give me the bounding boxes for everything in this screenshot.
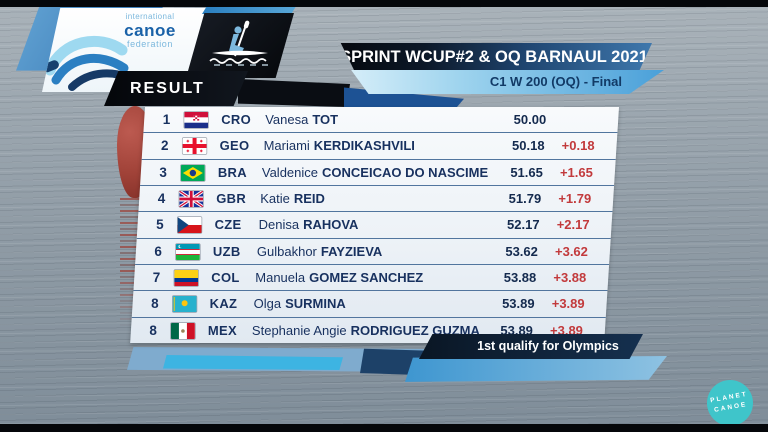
athlete-first-name: Gulbakhor <box>256 243 317 259</box>
noc-code: KAZ <box>209 296 238 312</box>
rank-label: 7 <box>152 270 161 286</box>
athlete-first-name: Mariami <box>263 138 310 154</box>
time-value: 50.00 <box>513 112 547 128</box>
athlete-last-name: REID <box>293 191 325 207</box>
flag-gbr-icon <box>179 190 204 207</box>
table-row: 3 BRA Valdenice CONCEICAO DO NASCIMENTO 5… <box>140 159 616 186</box>
noc-code: GBR <box>216 191 247 207</box>
athlete-last-name: SURMINA <box>285 296 346 312</box>
race-label: C1 W 200 (OQ) - Final <box>351 70 664 94</box>
noc-code: COL <box>211 270 240 286</box>
athlete-name: Manuela GOMEZ SANCHEZ <box>255 270 482 285</box>
icf-word-international: international <box>125 12 175 21</box>
athlete-first-name: Denisa <box>258 217 300 233</box>
time-value: 51.79 <box>508 191 542 207</box>
athlete-name: Vanesa TOT <box>265 112 492 127</box>
rank-label: 2 <box>161 138 169 154</box>
flag-mex-icon <box>170 322 195 339</box>
table-row: 7 COL Manuela GOMEZ SANCHEZ 53.88 +3.88 <box>133 264 610 292</box>
rank-label: 5 <box>156 217 164 233</box>
table-row: 8 MEX Stephanie Angie RODRIGUEZ GUZMAN 53… <box>130 318 606 343</box>
table-row: 1 CRO Vanesa TOT 50.00 <box>143 107 620 134</box>
letterbox-bottom <box>0 424 768 432</box>
diff-value: +1.65 <box>559 164 593 180</box>
athlete-name: Denisa RAHOVA <box>259 217 486 232</box>
diff-value: +1.79 <box>558 191 592 207</box>
athlete-name: Katie REID <box>260 191 487 206</box>
time-value: 51.65 <box>510 164 543 180</box>
planet-canoe-logo: PLANET CANOE <box>703 376 757 430</box>
rank-label: 8 <box>151 296 159 312</box>
athlete-last-name: TOT <box>312 112 339 128</box>
diff-value: +0.18 <box>561 138 595 154</box>
athlete-last-name: KERDIKASHVILI <box>313 138 415 154</box>
flag-uzb-icon <box>175 243 200 260</box>
results-table: 1 CRO Vanesa TOT 50.00 2 GEO Mariami KERDI… <box>130 107 620 343</box>
footer-band-blue <box>405 356 667 382</box>
athlete-name: Gulbakhor FAYZIEVA <box>257 244 484 259</box>
athlete-last-name: GOMEZ SANCHEZ <box>309 270 424 286</box>
time-value: 53.88 <box>503 270 537 286</box>
flag-geo-icon <box>182 137 207 154</box>
athlete-first-name: Valdenice <box>261 164 319 180</box>
rank-label: 3 <box>159 164 167 180</box>
rank-label: 4 <box>157 191 166 207</box>
icf-word-federation: federation <box>126 39 174 49</box>
noc-code: BRA <box>217 164 247 180</box>
diff-value: +2.17 <box>556 217 590 233</box>
table-row: 2 GEO Mariami KERDIKASHVILI 50.18 +0.18 <box>141 133 618 160</box>
event-title: SPRINT WCUP#2 & OQ BARNAUL 2021 <box>340 43 652 72</box>
flag-cze-icon <box>177 216 202 233</box>
icf-wordmark: international canoe federation <box>96 13 204 49</box>
athlete-name: Olga SURMINA <box>254 296 481 311</box>
letterbox-top <box>0 0 768 7</box>
table-row: 8 KAZ Olga SURMINA 53.89 +3.89 <box>131 291 608 318</box>
flag-kaz-icon <box>172 295 197 312</box>
noc-code: CZE <box>214 217 242 233</box>
athlete-last-name: CONCEICAO DO NASCIMENTO <box>322 164 489 180</box>
rank-label: 6 <box>154 243 162 259</box>
time-value: 53.62 <box>505 243 538 259</box>
flag-col-icon <box>174 269 199 286</box>
header-cyan-stripe <box>202 3 298 14</box>
flag-cro-icon <box>184 111 209 128</box>
canoe-sprint-pictogram-icon <box>209 20 268 66</box>
rank-label: 1 <box>162 112 171 128</box>
time-value: 50.18 <box>511 138 545 154</box>
header-dark-stripe <box>238 79 350 107</box>
time-value: 52.17 <box>507 217 540 233</box>
qualify-note: 1st qualify for Olympics <box>419 334 643 359</box>
athlete-first-name: Olga <box>253 296 282 312</box>
table-row: 5 CZE Denisa RAHOVA 52.17 +2.17 <box>136 212 613 239</box>
diff-value: +3.89 <box>551 296 585 312</box>
athlete-first-name: Katie <box>260 191 290 207</box>
icf-word-canoe: canoe <box>124 21 176 40</box>
athlete-name: Valdenice CONCEICAO DO NASCIMENTO <box>262 165 489 180</box>
athlete-first-name: Stephanie Angie <box>251 322 347 338</box>
athlete-last-name: RAHOVA <box>303 217 359 233</box>
table-row: 4 GBR Katie REID 51.79 +1.79 <box>138 185 615 213</box>
diff-value: +3.62 <box>555 243 588 259</box>
athlete-first-name: Manuela <box>255 270 306 286</box>
noc-code: MEX <box>207 322 238 338</box>
result-panel-label: RESULT <box>104 71 248 106</box>
rank-label: 8 <box>149 322 157 338</box>
table-row: 6 UZB Gulbakhor FAYZIEVA 53.62 +3.62 <box>135 238 611 265</box>
time-value: 53.89 <box>502 296 535 312</box>
canoe-pictogram-panel <box>186 13 294 78</box>
diff-value: +3.88 <box>553 270 587 286</box>
athlete-first-name: Vanesa <box>265 112 309 128</box>
footer-band-cyan <box>163 355 343 370</box>
flag-bra-icon <box>180 164 205 181</box>
noc-code: GEO <box>219 138 250 154</box>
athlete-last-name: FAYZIEVA <box>320 243 383 259</box>
noc-code: CRO <box>221 112 252 128</box>
noc-code: UZB <box>212 243 241 259</box>
athlete-name: Mariami KERDIKASHVILI <box>264 138 491 153</box>
